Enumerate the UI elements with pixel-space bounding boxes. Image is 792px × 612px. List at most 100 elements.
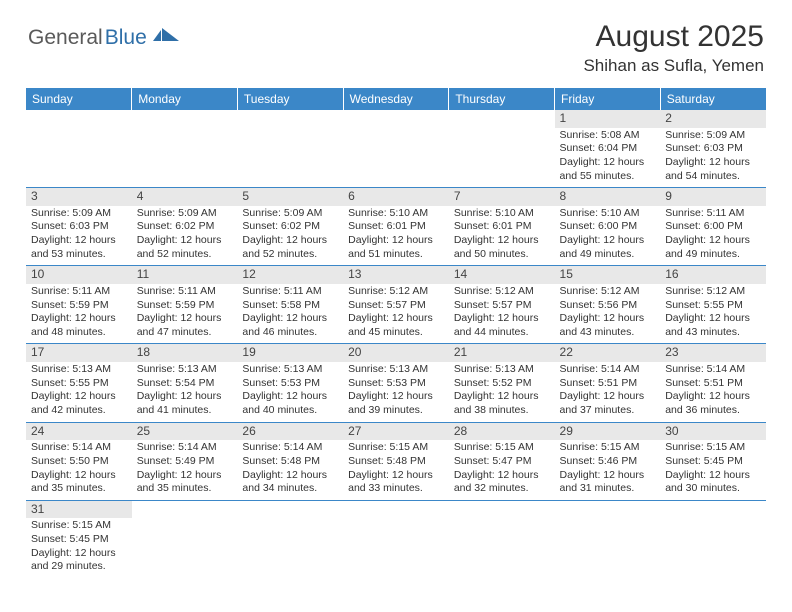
calendar-empty-cell (343, 110, 449, 188)
logo-text-blue: Blue (105, 26, 147, 50)
day-number: 28 (449, 423, 555, 441)
calendar-empty-cell (26, 110, 132, 188)
calendar-day-cell: 4Sunrise: 5:09 AMSunset: 6:02 PMDaylight… (132, 188, 238, 266)
day-number: 23 (660, 344, 766, 362)
calendar-day-cell: 19Sunrise: 5:13 AMSunset: 5:53 PMDayligh… (237, 344, 343, 422)
day-number: 30 (660, 423, 766, 441)
calendar-empty-cell (132, 110, 238, 188)
day-info: Sunrise: 5:09 AMSunset: 6:03 PMDaylight:… (665, 129, 761, 184)
day-info: Sunrise: 5:08 AMSunset: 6:04 PMDaylight:… (560, 129, 656, 184)
calendar-day-cell: 2Sunrise: 5:09 AMSunset: 6:03 PMDaylight… (660, 110, 766, 188)
day-number: 12 (237, 266, 343, 284)
day-info: Sunrise: 5:12 AMSunset: 5:57 PMDaylight:… (348, 285, 444, 340)
calendar-body: 1Sunrise: 5:08 AMSunset: 6:04 PMDaylight… (26, 110, 766, 578)
day-number: 4 (132, 188, 238, 206)
calendar-day-cell: 15Sunrise: 5:12 AMSunset: 5:56 PMDayligh… (555, 266, 661, 344)
day-number: 9 (660, 188, 766, 206)
day-info: Sunrise: 5:15 AMSunset: 5:48 PMDaylight:… (348, 441, 444, 496)
calendar-day-cell: 27Sunrise: 5:15 AMSunset: 5:48 PMDayligh… (343, 422, 449, 500)
month-title: August 2025 (583, 20, 764, 54)
day-number: 3 (26, 188, 132, 206)
day-number: 5 (237, 188, 343, 206)
title-block: August 2025 Shihan as Sufla, Yemen (583, 20, 764, 76)
day-info: Sunrise: 5:14 AMSunset: 5:51 PMDaylight:… (665, 363, 761, 418)
day-info: Sunrise: 5:15 AMSunset: 5:45 PMDaylight:… (665, 441, 761, 496)
day-info: Sunrise: 5:13 AMSunset: 5:53 PMDaylight:… (348, 363, 444, 418)
day-info: Sunrise: 5:14 AMSunset: 5:50 PMDaylight:… (31, 441, 127, 496)
day-info: Sunrise: 5:15 AMSunset: 5:47 PMDaylight:… (454, 441, 550, 496)
calendar-week-row: 17Sunrise: 5:13 AMSunset: 5:55 PMDayligh… (26, 344, 766, 422)
day-info: Sunrise: 5:15 AMSunset: 5:46 PMDaylight:… (560, 441, 656, 496)
calendar-day-cell: 28Sunrise: 5:15 AMSunset: 5:47 PMDayligh… (449, 422, 555, 500)
weekday-header: Saturday (660, 88, 766, 110)
day-number: 10 (26, 266, 132, 284)
day-info: Sunrise: 5:11 AMSunset: 5:58 PMDaylight:… (242, 285, 338, 340)
calendar-table: SundayMondayTuesdayWednesdayThursdayFrid… (26, 88, 766, 578)
day-number: 1 (555, 110, 661, 128)
day-info: Sunrise: 5:11 AMSunset: 6:00 PMDaylight:… (665, 207, 761, 262)
calendar-day-cell: 16Sunrise: 5:12 AMSunset: 5:55 PMDayligh… (660, 266, 766, 344)
day-info: Sunrise: 5:14 AMSunset: 5:51 PMDaylight:… (560, 363, 656, 418)
day-number: 26 (237, 423, 343, 441)
calendar-day-cell: 21Sunrise: 5:13 AMSunset: 5:52 PMDayligh… (449, 344, 555, 422)
day-info: Sunrise: 5:12 AMSunset: 5:57 PMDaylight:… (454, 285, 550, 340)
calendar-empty-cell (449, 500, 555, 578)
day-info: Sunrise: 5:12 AMSunset: 5:56 PMDaylight:… (560, 285, 656, 340)
day-number: 20 (343, 344, 449, 362)
day-number: 18 (132, 344, 238, 362)
weekday-header: Thursday (449, 88, 555, 110)
calendar-day-cell: 10Sunrise: 5:11 AMSunset: 5:59 PMDayligh… (26, 266, 132, 344)
day-number: 2 (660, 110, 766, 128)
day-number: 11 (132, 266, 238, 284)
day-number: 22 (555, 344, 661, 362)
calendar-day-cell: 29Sunrise: 5:15 AMSunset: 5:46 PMDayligh… (555, 422, 661, 500)
day-info: Sunrise: 5:10 AMSunset: 6:00 PMDaylight:… (560, 207, 656, 262)
day-info: Sunrise: 5:13 AMSunset: 5:52 PMDaylight:… (454, 363, 550, 418)
day-info: Sunrise: 5:14 AMSunset: 5:48 PMDaylight:… (242, 441, 338, 496)
day-info: Sunrise: 5:10 AMSunset: 6:01 PMDaylight:… (348, 207, 444, 262)
calendar-day-cell: 22Sunrise: 5:14 AMSunset: 5:51 PMDayligh… (555, 344, 661, 422)
logo-text-general: General (28, 26, 103, 50)
weekday-header: Sunday (26, 88, 132, 110)
day-info: Sunrise: 5:10 AMSunset: 6:01 PMDaylight:… (454, 207, 550, 262)
weekday-header: Monday (132, 88, 238, 110)
calendar-empty-cell (449, 110, 555, 188)
day-number: 7 (449, 188, 555, 206)
calendar-day-cell: 26Sunrise: 5:14 AMSunset: 5:48 PMDayligh… (237, 422, 343, 500)
day-info: Sunrise: 5:12 AMSunset: 5:55 PMDaylight:… (665, 285, 761, 340)
day-number: 8 (555, 188, 661, 206)
day-number: 17 (26, 344, 132, 362)
day-number: 29 (555, 423, 661, 441)
calendar-day-cell: 6Sunrise: 5:10 AMSunset: 6:01 PMDaylight… (343, 188, 449, 266)
logo: General Blue (28, 26, 181, 50)
calendar-empty-cell (237, 500, 343, 578)
day-number: 13 (343, 266, 449, 284)
calendar-day-cell: 5Sunrise: 5:09 AMSunset: 6:02 PMDaylight… (237, 188, 343, 266)
location-label: Shihan as Sufla, Yemen (583, 56, 764, 76)
calendar-week-row: 1Sunrise: 5:08 AMSunset: 6:04 PMDaylight… (26, 110, 766, 188)
calendar-week-row: 3Sunrise: 5:09 AMSunset: 6:03 PMDaylight… (26, 188, 766, 266)
day-number: 21 (449, 344, 555, 362)
day-info: Sunrise: 5:14 AMSunset: 5:49 PMDaylight:… (137, 441, 233, 496)
header: General Blue August 2025 Shihan as Sufla… (0, 0, 792, 82)
calendar-day-cell: 13Sunrise: 5:12 AMSunset: 5:57 PMDayligh… (343, 266, 449, 344)
day-info: Sunrise: 5:15 AMSunset: 5:45 PMDaylight:… (31, 519, 127, 574)
calendar-empty-cell (343, 500, 449, 578)
calendar-day-cell: 11Sunrise: 5:11 AMSunset: 5:59 PMDayligh… (132, 266, 238, 344)
day-number: 24 (26, 423, 132, 441)
day-info: Sunrise: 5:09 AMSunset: 6:03 PMDaylight:… (31, 207, 127, 262)
day-number: 27 (343, 423, 449, 441)
calendar-day-cell: 1Sunrise: 5:08 AMSunset: 6:04 PMDaylight… (555, 110, 661, 188)
day-number: 16 (660, 266, 766, 284)
calendar-day-cell: 17Sunrise: 5:13 AMSunset: 5:55 PMDayligh… (26, 344, 132, 422)
calendar-week-row: 10 Sunrise: 5:11 AMSunset: 5:59 PMDayligh… (26, 266, 766, 344)
calendar-week-row: 31Sunrise: 5:15 AMSunset: 5:45 PMDayligh… (26, 500, 766, 578)
calendar-empty-cell (660, 500, 766, 578)
calendar-day-cell: 25Sunrise: 5:14 AMSunset: 5:49 PMDayligh… (132, 422, 238, 500)
day-info: Sunrise: 5:13 AMSunset: 5:54 PMDaylight:… (137, 363, 233, 418)
calendar-day-cell: 20Sunrise: 5:13 AMSunset: 5:53 PMDayligh… (343, 344, 449, 422)
day-info: Sunrise: 5:11 AMSunset: 5:59 PMDaylight:… (137, 285, 233, 340)
weekday-header: Wednesday (343, 88, 449, 110)
calendar-day-cell: 3Sunrise: 5:09 AMSunset: 6:03 PMDaylight… (26, 188, 132, 266)
day-info: Sunrise: 5:09 AMSunset: 6:02 PMDaylight:… (137, 207, 233, 262)
